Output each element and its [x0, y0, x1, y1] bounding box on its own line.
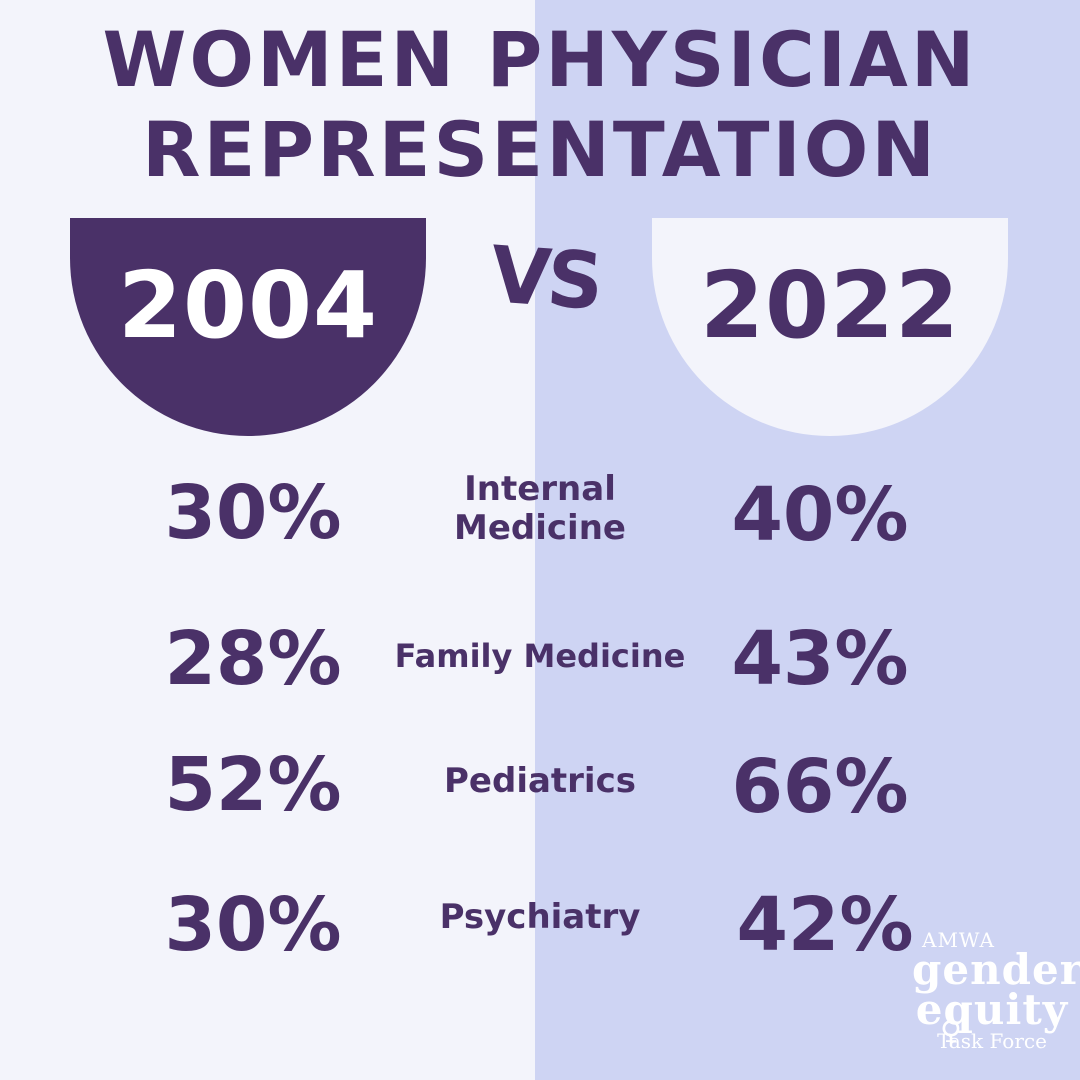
percent-2022-pediatrics: 66%	[731, 744, 909, 830]
logo-line-3: Task Force	[937, 1028, 1047, 1053]
logo-line-1: gender	[912, 945, 1080, 994]
left-panel-background	[0, 0, 535, 1080]
specialty-internal-medicine: Internal Medicine	[370, 469, 710, 549]
right-panel-background	[535, 0, 1080, 1080]
specialty-pediatrics: Pediatrics	[444, 761, 636, 801]
versus-label: VS	[487, 230, 603, 328]
year-label-right: 2022	[699, 252, 961, 359]
female-symbol-icon: ♀	[940, 1015, 962, 1050]
amwa-gender-equity-logo: AMWA gender equity Task Force ♀	[912, 928, 1080, 1053]
percent-2004-family-medicine: 28%	[164, 616, 342, 702]
specialty-label: Internal Medicine	[454, 469, 626, 549]
logo-org: AMWA	[922, 928, 995, 952]
specialty-family-medicine: Family Medicine	[394, 637, 686, 675]
percent-2004-internal-medicine: 30%	[164, 470, 342, 556]
title-line-2: REPRESENTATION	[141, 105, 939, 194]
specialty-psychiatry: Psychiatry	[439, 897, 641, 937]
logo-line-2: equity	[915, 984, 1069, 1034]
percent-2004-psychiatry: 30%	[164, 882, 342, 968]
percent-2022-psychiatry: 42%	[736, 882, 914, 968]
percent-2004-pediatrics: 52%	[164, 742, 342, 828]
percent-2022-internal-medicine: 40%	[731, 472, 909, 558]
year-label-left: 2004	[117, 252, 379, 359]
title-line-1: WOMEN PHYSICIAN	[102, 15, 978, 104]
percent-2022-family-medicine: 43%	[731, 616, 909, 702]
